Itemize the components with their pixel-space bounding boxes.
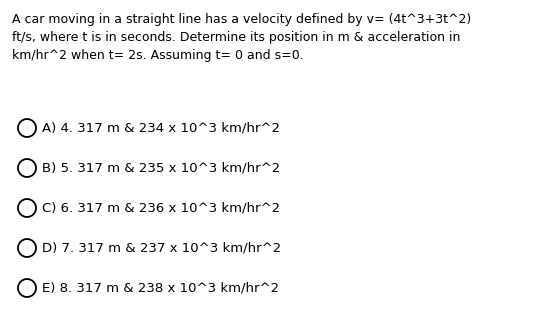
Text: D) 7. 317 m & 237 x 10^3 km/hr^2: D) 7. 317 m & 237 x 10^3 km/hr^2 bbox=[42, 242, 281, 254]
Text: A) 4. 317 m & 234 x 10^3 km/hr^2: A) 4. 317 m & 234 x 10^3 km/hr^2 bbox=[42, 122, 280, 134]
Text: E) 8. 317 m & 238 x 10^3 km/hr^2: E) 8. 317 m & 238 x 10^3 km/hr^2 bbox=[42, 281, 279, 295]
Text: B) 5. 317 m & 235 x 10^3 km/hr^2: B) 5. 317 m & 235 x 10^3 km/hr^2 bbox=[42, 161, 280, 174]
Text: C) 6. 317 m & 236 x 10^3 km/hr^2: C) 6. 317 m & 236 x 10^3 km/hr^2 bbox=[42, 202, 280, 215]
Text: ft/s, where t is in seconds. Determine its position in m & acceleration in: ft/s, where t is in seconds. Determine i… bbox=[12, 30, 460, 44]
Text: km/hr^2 when t= 2s. Assuming t= 0 and s=0.: km/hr^2 when t= 2s. Assuming t= 0 and s=… bbox=[12, 49, 304, 62]
Text: A car moving in a straight line has a velocity defined by v= (4t^3+3t^2): A car moving in a straight line has a ve… bbox=[12, 12, 471, 26]
